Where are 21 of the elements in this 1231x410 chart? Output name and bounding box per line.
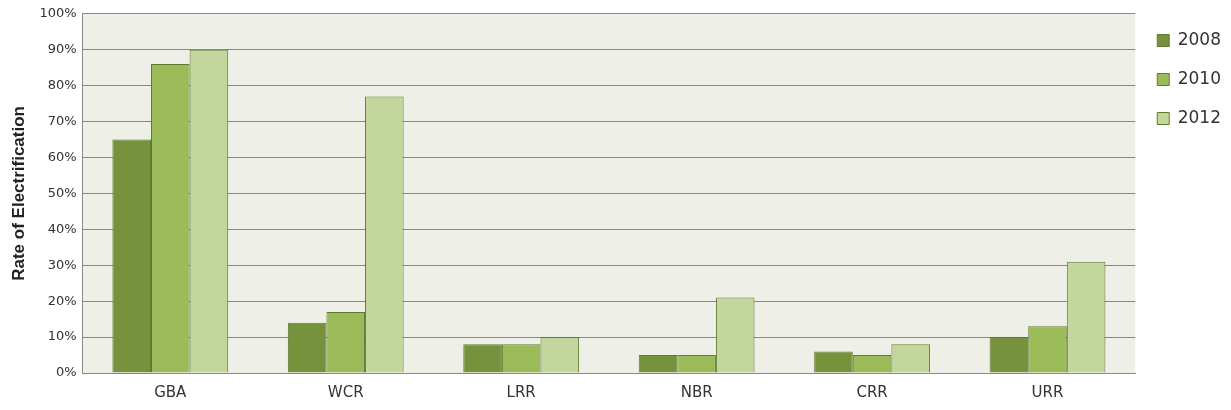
x-tick-label: CRR	[856, 382, 888, 401]
y-tick-label: 80%	[47, 77, 77, 93]
y-tick-label: 90%	[47, 41, 77, 57]
y-tick-label: 0%	[55, 364, 77, 380]
y-tick-label: 40%	[47, 220, 77, 236]
x-tick-label: NBR	[680, 382, 713, 401]
x-tick-label: GBA	[154, 382, 188, 401]
y-tick-label: 20%	[47, 292, 77, 308]
y-tick-label: 30%	[47, 256, 77, 272]
legend-label: 2010	[1177, 67, 1221, 88]
legend-label: 2012	[1177, 106, 1221, 127]
y-tick-label: 10%	[47, 328, 77, 344]
x-tick-label: URR	[1031, 382, 1064, 401]
y-tick-label: 50%	[47, 184, 77, 200]
y-tick-label: 100%	[39, 5, 77, 21]
x-tick-label: WCR	[327, 382, 364, 401]
y-tick-label: 70%	[47, 112, 77, 128]
x-tick-label: LRR	[506, 382, 536, 401]
legend-label: 2008	[1177, 28, 1221, 49]
y-tick-label: 60%	[47, 148, 77, 164]
y-axis-title: Rate of Electrification	[8, 106, 28, 281]
